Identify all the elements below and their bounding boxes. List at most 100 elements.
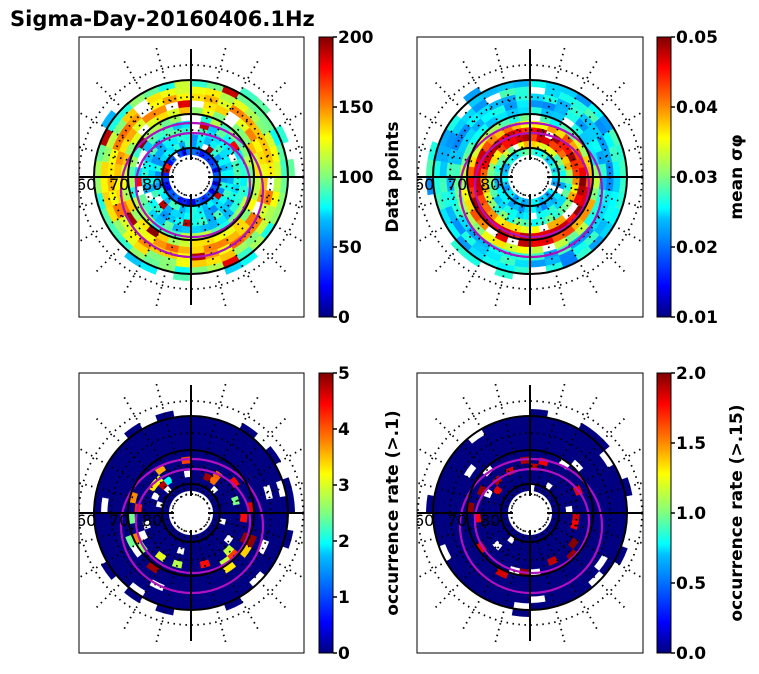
axes-frame	[78, 36, 305, 318]
mlt-spoke	[494, 194, 527, 308]
mlt-spoke	[545, 110, 643, 169]
heatmap-bin	[578, 512, 587, 524]
mlt-spoke	[208, 180, 304, 209]
heatmap-bin	[522, 134, 531, 142]
panel-3: 60 70 80 0 1 2 3 4 5 occurrence rate (>.1)	[76, 364, 403, 664]
heatmap-bin	[232, 168, 241, 178]
colorbar-tick-label: 200	[338, 28, 374, 48]
mlt-spoke	[538, 192, 599, 295]
colorbar-gradient	[656, 36, 672, 318]
mlt-spoke	[533, 194, 566, 308]
mlt-spoke	[79, 146, 174, 174]
colorbar: 0 1 2 3 4 5 occurrence rate (>.1)	[318, 364, 403, 664]
heatmap-bin	[578, 176, 587, 188]
colorbar-tick-label: 5	[338, 364, 350, 384]
mlt-spoke	[199, 192, 260, 295]
heatmap-bin	[529, 548, 538, 556]
mlt-spoke	[203, 525, 288, 610]
plot-area: 60 70 80	[414, 382, 643, 644]
colorbar-tick-label: 1.0	[676, 504, 706, 524]
mlt-spoke	[203, 189, 288, 274]
mlt-spoke	[155, 46, 188, 160]
mlt-spoke	[542, 416, 627, 501]
plot-area: 60 70 80	[76, 382, 304, 644]
figure-title: Sigma-Day-20160406.1Hz	[10, 7, 315, 31]
mlt-spoke	[206, 185, 304, 244]
mlt-spoke	[433, 525, 518, 610]
oval-poleward	[134, 131, 252, 239]
panel-2: 60 70 80 0.01 0.02 0.03 0.04 0.05 mean σφ	[414, 28, 747, 328]
mlt-spoke	[155, 194, 188, 308]
lat-label-70: 70	[109, 511, 129, 530]
colorbar-tick-label: 0.03	[676, 168, 718, 188]
heatmap-bin	[190, 548, 199, 556]
colorbar: 0.01 0.02 0.03 0.04 0.05 mean σφ	[656, 28, 747, 328]
heatmap-bin	[519, 561, 531, 570]
pole-hole	[514, 161, 546, 193]
lat-label-60: 60	[76, 511, 96, 530]
mlt-spoke	[206, 521, 304, 580]
heatmap-bin	[521, 554, 531, 563]
heatmap-bin	[565, 169, 573, 178]
mlt-spoke	[538, 528, 599, 631]
lat-label-60: 60	[414, 175, 434, 194]
heatmap-bin	[183, 548, 192, 556]
colorbar-tick-label: 50	[338, 238, 362, 258]
heatmap-bin	[182, 218, 192, 227]
mlt-spoke	[203, 416, 288, 501]
colorbar-tick-label: 2	[338, 532, 350, 552]
mlt-spoke	[194, 530, 227, 644]
colorbar-tick-label: 0.0	[676, 644, 706, 664]
colorbar: 0.0 0.5 1.0 1.5 2.0 occurrence rate (>.15)	[656, 364, 747, 664]
mlt-spoke	[433, 189, 518, 274]
colorbar-tick-label: 4	[338, 420, 350, 440]
colorbar: 0 50 100 150 200 Data points	[318, 28, 403, 328]
colorbar-label: mean σφ	[727, 134, 747, 219]
heatmap-bin	[571, 504, 580, 514]
heatmap-bin	[571, 168, 580, 178]
heatmap-bin	[239, 166, 248, 178]
lat-label-60: 60	[414, 511, 434, 530]
mlt-spoke	[417, 185, 515, 244]
lat-label-70: 70	[447, 175, 467, 194]
mlt-spoke	[122, 528, 183, 631]
mlt-spoke	[417, 521, 515, 580]
heatmap-bin	[180, 225, 192, 234]
mlt-spoke	[547, 481, 643, 510]
heatmap-bins	[425, 79, 628, 280]
colorbar-tick-label: 150	[338, 98, 374, 118]
mlt-spoke	[208, 516, 304, 545]
lat-label-80: 80	[142, 511, 162, 530]
colorbar-tick-label: 100	[338, 168, 374, 188]
mlt-spoke	[494, 46, 527, 160]
heatmap-bin	[522, 470, 531, 478]
mlt-spoke	[194, 194, 227, 308]
oval-poleward	[473, 467, 591, 575]
colorbar-tick-label: 1.5	[676, 434, 706, 454]
colorbar-tick-label: 0	[338, 644, 350, 664]
mlt-spoke	[461, 395, 522, 498]
mlt-spoke	[208, 481, 304, 510]
axes-frame	[416, 36, 644, 318]
heatmap-bin	[182, 554, 192, 563]
colorbar-gradient	[318, 36, 334, 318]
mlt-spoke	[94, 80, 179, 165]
plot-area: 60 70 80	[79, 46, 304, 308]
colorbar-tick-label: 0.01	[676, 308, 718, 328]
mlt-spoke	[79, 185, 176, 243]
mlt-spoke	[538, 395, 599, 498]
mlt-spoke	[545, 521, 643, 580]
heatmap-bin	[226, 169, 234, 178]
heatmap-bins	[425, 408, 633, 618]
colorbar-label: occurrence rate (>.15)	[727, 404, 747, 621]
heatmap-bin	[190, 561, 202, 570]
mlt-spoke	[533, 530, 566, 644]
colorbar-tick-label: 3	[338, 476, 350, 496]
mlt-spoke	[79, 111, 176, 169]
colorbar-tick-label: 0.02	[676, 238, 718, 258]
pole-hole	[175, 161, 207, 193]
lat-label-80: 80	[142, 175, 162, 194]
mlt-spoke	[122, 59, 183, 162]
mlt-spoke	[533, 46, 566, 160]
colorbar-tick-label: 0.04	[676, 98, 718, 118]
